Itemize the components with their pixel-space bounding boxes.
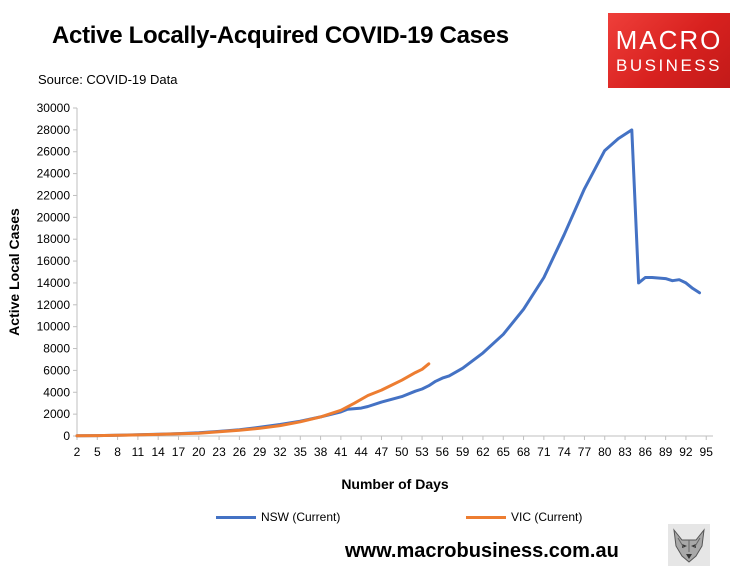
- source-note: Source: COVID-19 Data: [38, 72, 178, 87]
- x-tick-label: 11: [132, 445, 145, 459]
- x-axis-label: Number of Days: [341, 476, 449, 492]
- y-tick-label: 8000: [43, 342, 70, 356]
- x-tick-label: 2: [74, 445, 81, 459]
- x-tick-label: 17: [172, 445, 186, 459]
- x-tick-label: 32: [273, 445, 287, 459]
- x-tick-label: 44: [354, 445, 368, 459]
- x-tick-label: 14: [152, 445, 166, 459]
- x-tick-label: 8: [114, 445, 121, 459]
- x-tick-label: 95: [700, 445, 714, 459]
- y-tick-label: 24000: [37, 167, 71, 181]
- legend-label-nsw: NSW (Current): [261, 510, 341, 524]
- y-tick-label: 28000: [37, 123, 71, 137]
- x-tick-label: 23: [212, 445, 226, 459]
- x-tick-label: 83: [618, 445, 632, 459]
- x-tick-label: 86: [639, 445, 653, 459]
- x-tick-label: 20: [192, 445, 206, 459]
- x-tick-label: 5: [94, 445, 101, 459]
- y-tick-label: 30000: [37, 101, 71, 115]
- y-tick-label: 20000: [37, 210, 71, 224]
- x-tick-label: 68: [517, 445, 531, 459]
- x-tick-label: 71: [537, 445, 551, 459]
- x-tick-label: 41: [334, 445, 348, 459]
- x-tick-label: 80: [598, 445, 612, 459]
- legend-swatch-vic: [466, 515, 506, 519]
- legend-item-vic: VIC (Current): [466, 510, 582, 524]
- y-tick-label: 6000: [43, 363, 70, 377]
- x-tick-label: 47: [375, 445, 389, 459]
- series-line-nsw: [75, 128, 701, 438]
- wolf-logo-icon: [668, 524, 710, 566]
- legend-item-nsw: NSW (Current): [216, 510, 340, 524]
- logo-line-2: BUSINESS: [616, 56, 722, 75]
- chart-series-layer: [75, 128, 701, 438]
- y-tick-label: 14000: [37, 276, 71, 290]
- y-tick-label: 18000: [37, 232, 71, 246]
- y-tick-label: 2000: [43, 407, 70, 421]
- y-tick-label: 16000: [37, 254, 71, 268]
- x-tick-label: 38: [314, 445, 328, 459]
- chart-axes: 0 2000 4000 6000 8000 10000 12000 14000 16000 180…: [37, 101, 714, 459]
- x-tick-label: 74: [557, 445, 571, 459]
- x-tick-label: 26: [233, 445, 247, 459]
- x-tick-label: 56: [436, 445, 450, 459]
- legend-swatch-nsw: [216, 515, 256, 519]
- y-tick-label: 10000: [37, 320, 71, 334]
- x-tick-label: 35: [294, 445, 308, 459]
- y-tick-label: 0: [63, 429, 70, 443]
- x-tick-label: 59: [456, 445, 470, 459]
- x-tick-label: 77: [578, 445, 592, 459]
- x-tick-label: 29: [253, 445, 267, 459]
- website-url: www.macrobusiness.com.au: [345, 540, 619, 562]
- x-tick-label: 65: [497, 445, 511, 459]
- macro-business-logo: MACRO BUSINESS: [608, 13, 730, 88]
- y-tick-label: 22000: [37, 188, 71, 202]
- x-tick-label: 50: [395, 445, 409, 459]
- page-title: Active Locally-Acquired COVID-19 Cases: [52, 22, 509, 49]
- x-tick-label: 92: [679, 445, 693, 459]
- y-tick-label: 12000: [37, 298, 71, 312]
- x-tick-label: 53: [415, 445, 429, 459]
- legend-label-vic: VIC (Current): [511, 510, 583, 524]
- x-tick-label: 62: [476, 445, 490, 459]
- y-axis-label: Active Local Cases: [6, 208, 22, 336]
- y-tick-label: 26000: [37, 145, 71, 159]
- y-tick-label: 4000: [43, 385, 70, 399]
- series-line-vic: [75, 362, 431, 438]
- logo-line-1: MACRO: [615, 25, 723, 55]
- x-tick-label: 89: [659, 445, 673, 459]
